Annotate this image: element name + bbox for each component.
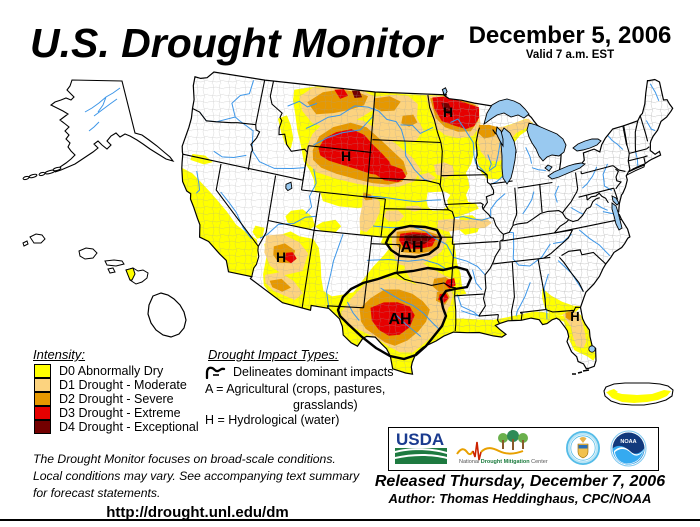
svg-text:H: H xyxy=(276,249,286,265)
svg-text:USDA: USDA xyxy=(396,430,444,449)
svg-text:AH: AH xyxy=(400,239,423,256)
svg-text:NOAA: NOAA xyxy=(620,439,636,445)
svg-text:H: H xyxy=(570,309,579,324)
svg-text:H: H xyxy=(341,148,351,164)
svg-text:National Drought Mitigation Ce: National Drought Mitigation Center xyxy=(459,459,548,465)
svg-text:H: H xyxy=(443,104,453,120)
svg-text:AH: AH xyxy=(388,311,411,328)
